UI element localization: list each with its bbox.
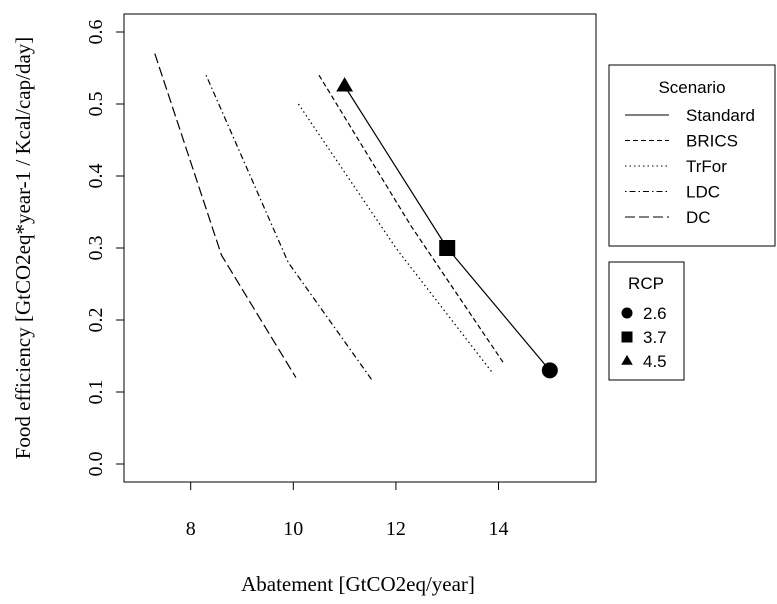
y-tick-label: 0.0 [85, 452, 107, 477]
legend-scenario: Scenario Standard BRICS TrFor LDC DC [608, 64, 776, 247]
legend-marker-4-5 [621, 354, 633, 365]
legend-rcp: RCP 2.6 3.7 4.5 [608, 261, 685, 381]
marker-rcp-4-5 [336, 77, 354, 92]
y-axis-label: Food efficiency [GtCO2eq*year-1 / Kcal/c… [11, 37, 35, 460]
series-line-trfor [297, 103, 494, 375]
series-line-brics [318, 74, 505, 364]
legend-label-standard: Standard [686, 106, 755, 125]
legend-label-rcp-4-5: 4.5 [643, 352, 667, 371]
legend-label-rcp-2-6: 2.6 [643, 304, 667, 323]
legend-scenario-box [608, 64, 776, 247]
legend-marker-3-7 [621, 331, 633, 343]
x-tick-label: 10 [283, 518, 303, 540]
series-line-ldc [205, 74, 374, 382]
legend-label-ldc: LDC [686, 183, 720, 202]
series-line-dc [154, 53, 297, 378]
x-tick-label: 12 [386, 518, 406, 540]
marker-rcp-2-6 [541, 362, 558, 379]
x-tick-label: 14 [489, 518, 509, 540]
legend-rcp-box [608, 261, 685, 381]
x-axis-label: Abatement [GtCO2eq/year] [241, 572, 475, 596]
x-axis: 8 10 12 14 [186, 482, 509, 540]
y-tick-label: 0.4 [85, 164, 107, 189]
y-axis: 0.0 0.1 0.2 0.3 0.4 0.5 0.6 [85, 20, 124, 477]
y-tick-label: 0.5 [85, 92, 107, 117]
series-layer [154, 53, 551, 382]
legend-label-rcp-3-7: 3.7 [643, 328, 667, 347]
legend-label-brics: BRICS [686, 132, 738, 151]
y-tick-label: 0.2 [85, 308, 107, 333]
plot-frame [123, 13, 597, 483]
y-tick-label: 0.3 [85, 236, 107, 261]
legend-label-dc: DC [686, 208, 711, 227]
legend-rcp-title: RCP [628, 274, 664, 293]
legend-label-trfor: TrFor [686, 157, 727, 176]
legend-marker-2-6 [621, 307, 633, 319]
legend-scenario-title: Scenario [658, 78, 725, 97]
marker-rcp-3-7 [439, 240, 456, 256]
y-tick-label: 0.6 [85, 20, 107, 45]
y-tick-label: 0.1 [85, 380, 107, 405]
x-tick-label: 8 [186, 518, 196, 540]
marker-layer [336, 77, 558, 379]
series-line-standard [344, 85, 551, 371]
